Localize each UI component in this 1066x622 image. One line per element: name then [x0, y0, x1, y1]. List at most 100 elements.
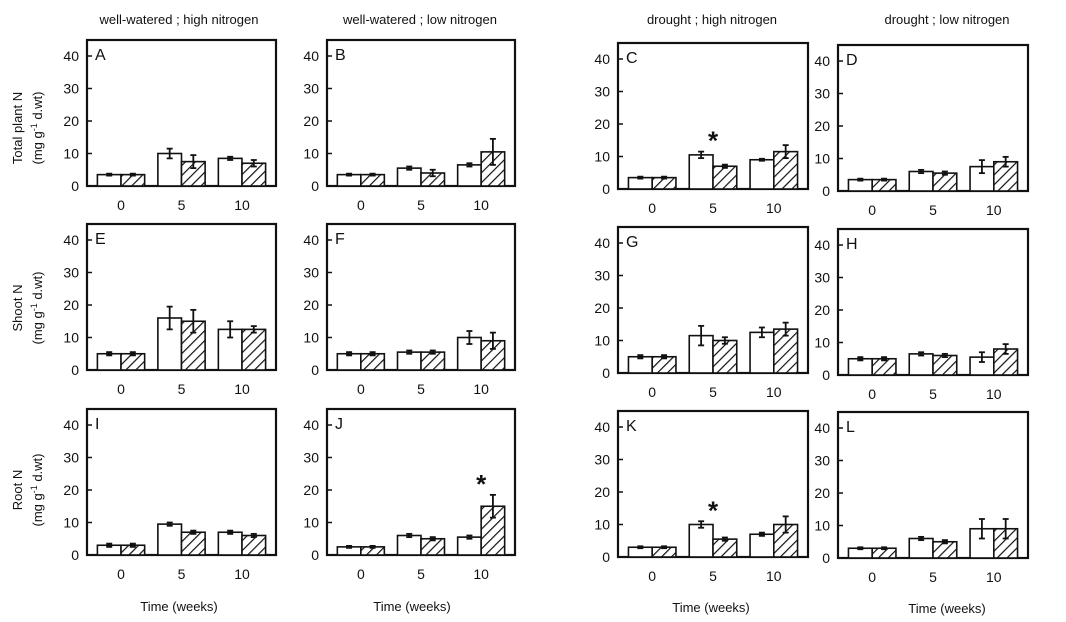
x-tick-label: 5: [417, 381, 425, 397]
bar-hatched: [241, 534, 267, 556]
y-tick-label: 30: [814, 86, 830, 102]
y-tick-label: 0: [602, 181, 610, 197]
y-tick-label: 10: [303, 515, 319, 531]
x-tick-label: 5: [709, 568, 717, 584]
y-tick-label: 30: [63, 450, 79, 466]
panel-letter: D: [846, 52, 858, 69]
panel-letter: G: [626, 234, 638, 251]
y-tick-label: 20: [303, 297, 319, 313]
y-tick-label: 0: [311, 547, 319, 563]
y-tick-label: 40: [303, 232, 319, 248]
panel-letter: L: [846, 419, 855, 436]
y-tick-label: 10: [594, 517, 610, 533]
x-tick-label: 10: [234, 381, 250, 397]
y-tick-label: 10: [63, 146, 79, 162]
y-tick-label: 40: [594, 235, 610, 251]
x-tick-label: 10: [234, 566, 250, 582]
y-tick-label: 40: [63, 417, 79, 433]
x-axis-label: Time (weeks): [373, 599, 451, 614]
x-tick-label: 5: [417, 197, 425, 213]
x-tick-label: 0: [648, 384, 656, 400]
x-tick-label: 0: [117, 197, 125, 213]
x-tick-label: 5: [417, 566, 425, 582]
bar-open: [908, 170, 934, 192]
panel-l: L 0 10 20 30 40 0 5 10: [814, 410, 1030, 585]
x-tick-label: 10: [766, 200, 782, 216]
y-tick-label: 20: [594, 116, 610, 132]
bar-open: [688, 154, 714, 190]
column-title: drought ; low nitrogen: [884, 12, 1009, 27]
y-tick-label: 0: [311, 178, 319, 194]
panel-letter: K: [626, 418, 637, 435]
y-tick-label: 40: [814, 237, 830, 253]
y-tick-label: 20: [303, 482, 319, 498]
y-tick-label: 40: [814, 420, 830, 436]
x-tick-label: 5: [178, 197, 186, 213]
y-tick-label: 20: [63, 113, 79, 129]
y-tick-label: 20: [303, 113, 319, 129]
panel-letter: I: [95, 416, 99, 433]
x-tick-label: 5: [929, 202, 937, 218]
y-tick-label: 10: [63, 330, 79, 346]
panel-letter: A: [95, 47, 106, 64]
y-tick-label: 20: [814, 118, 830, 134]
bar-open: [396, 351, 422, 371]
row-label-line1: Shoot N: [10, 285, 25, 332]
panel-letter: C: [626, 50, 638, 67]
bar-open: [396, 167, 422, 187]
panel-letter: F: [335, 231, 345, 248]
y-tick-label: 40: [594, 419, 610, 435]
bar-open: [749, 533, 775, 558]
x-tick-label: 0: [648, 568, 656, 584]
y-tick-label: 20: [814, 302, 830, 318]
y-tick-label: 0: [311, 362, 319, 378]
x-tick-label: 5: [929, 386, 937, 402]
y-tick-label: 40: [63, 48, 79, 64]
panels-group: A 0 10 20 30 40 0 5 10 B 0 10 20 30 40 0 5 10 C 0 10 20 30 40 0 5…: [63, 38, 1030, 585]
bar-open: [908, 353, 934, 376]
bar-open: [908, 537, 934, 559]
panel-d: D 0 10 20 30 40 0 5 10: [814, 43, 1030, 218]
column-title: drought ; high nitrogen: [647, 12, 777, 27]
x-tick-label: 10: [766, 384, 782, 400]
bar-hatched: [241, 328, 267, 371]
x-tick-label: 10: [473, 197, 489, 213]
x-tick-label: 5: [929, 569, 937, 585]
significance-marker: *: [476, 469, 487, 499]
panel-h: H 0 10 20 30 40 0 5 10: [814, 227, 1030, 402]
panel-j: J 0 10 20 30 40 0 5 10 *: [303, 407, 517, 582]
row-label-line2: (mg g-1 d.wt): [29, 453, 45, 526]
bar-open: [456, 164, 482, 187]
y-tick-label: 0: [822, 550, 830, 566]
x-tick-label: 0: [868, 386, 876, 402]
bar-hatched: [712, 538, 738, 558]
y-tick-label: 30: [814, 270, 830, 286]
x-tick-label: 5: [178, 381, 186, 397]
x-axis-label: Time (weeks): [908, 601, 986, 616]
panel-f: F 0 10 20 30 40 0 5 10: [303, 222, 517, 397]
panel-c: C 0 10 20 30 40 0 5 10 *: [594, 41, 810, 216]
y-tick-label: 0: [71, 362, 79, 378]
row-label-shoot-n: Shoot N (mg g-1 d.wt): [10, 271, 45, 344]
x-tick-label: 5: [709, 384, 717, 400]
y-tick-label: 20: [814, 485, 830, 501]
y-tick-label: 10: [594, 149, 610, 165]
x-tick-label: 0: [117, 381, 125, 397]
y-tick-label: 10: [303, 146, 319, 162]
x-tick-label: 0: [357, 381, 365, 397]
bar-open: [396, 534, 422, 556]
y-tick-label: 0: [602, 549, 610, 565]
bar-open: [749, 158, 775, 190]
bar-hatched: [420, 351, 446, 371]
row-label-line2: (mg g-1 d.wt): [29, 91, 45, 164]
x-tick-label: 0: [868, 202, 876, 218]
y-tick-label: 30: [303, 81, 319, 97]
significance-marker: *: [708, 495, 719, 525]
y-tick-label: 40: [303, 48, 319, 64]
x-tick-label: 0: [357, 197, 365, 213]
x-tick-label: 0: [868, 569, 876, 585]
y-tick-label: 10: [303, 330, 319, 346]
y-tick-label: 20: [594, 484, 610, 500]
y-tick-label: 40: [594, 51, 610, 67]
bar-hatched: [932, 354, 958, 376]
